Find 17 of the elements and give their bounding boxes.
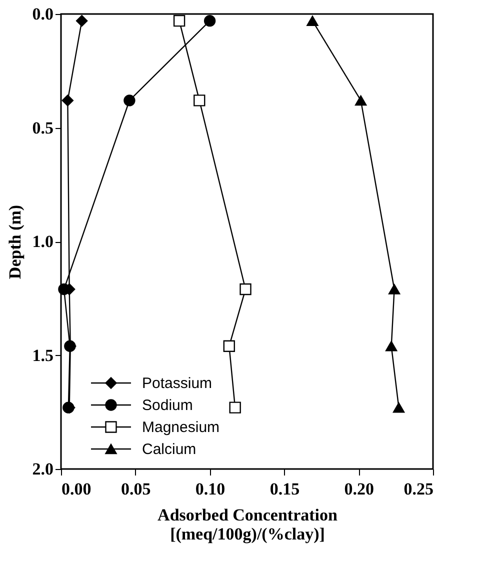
y-axis-title: Depth (m): [5, 204, 24, 280]
x-tick-label: 0.25: [404, 480, 434, 498]
y-tick-label: 2.0: [32, 460, 54, 478]
legend-label: Magnesium: [142, 419, 220, 436]
legend-label: Calcium: [142, 441, 196, 458]
x-tick-label: 0.10: [195, 480, 226, 498]
legend-label: Sodium: [142, 397, 193, 414]
y-tick-label: 0.5: [32, 118, 54, 138]
legend-label: Potassium: [142, 375, 212, 392]
y-tick-label: 1.5: [32, 346, 54, 365]
x-tick-label: 0.00: [62, 480, 92, 498]
x-tick-label: 0.20: [344, 480, 374, 498]
x-axis-title: Adsorbed Concentration [(meq/100g)/(%clay)]: [158, 506, 338, 544]
x-tick-label: 0.15: [270, 480, 300, 498]
x-tick-label: 0.05: [121, 480, 151, 498]
y-tick-label: 1.0: [32, 232, 54, 251]
y-tick-label: 0.0: [32, 4, 54, 24]
